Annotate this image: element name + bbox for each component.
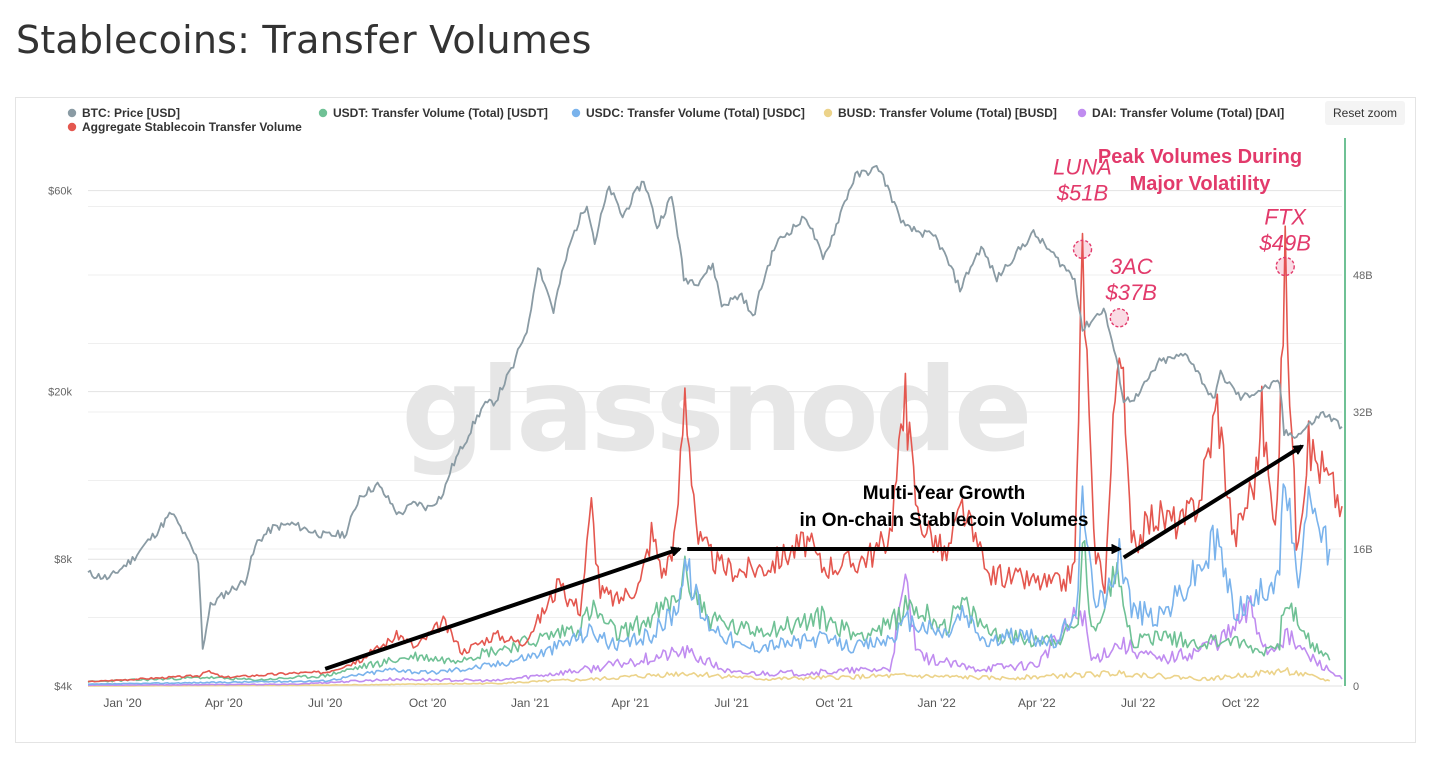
x-tick-label: Apr '20 bbox=[205, 696, 243, 710]
peak-marker bbox=[1109, 308, 1129, 328]
legend-marker bbox=[67, 122, 77, 132]
watermark: glassnode bbox=[401, 343, 1028, 478]
annotation-growth-2: in On-chain Stablecoin Volumes bbox=[800, 510, 1089, 531]
series-line-usdc bbox=[88, 483, 1331, 685]
annotation-growth-1: Multi-Year Growth bbox=[863, 483, 1026, 504]
y-left-tick-label: $8k bbox=[54, 554, 72, 566]
y-left-tick-label: $20k bbox=[48, 387, 72, 399]
x-tick-label: Oct '22 bbox=[1222, 696, 1260, 710]
y-left-tick-label: $60k bbox=[48, 186, 72, 198]
reset-zoom-button[interactable]: Reset zoom bbox=[1325, 101, 1406, 125]
peak-marker bbox=[1275, 256, 1295, 277]
legend-label: USDC: Transfer Volume (Total) [USDC] bbox=[586, 106, 805, 120]
x-tick-label: Apr '21 bbox=[612, 696, 650, 710]
peak-value-label: $51B bbox=[1056, 180, 1108, 205]
legend-label: Aggregate Stablecoin Transfer Volume bbox=[82, 120, 302, 134]
series-layer bbox=[87, 165, 1343, 687]
chart-frame bbox=[15, 97, 1416, 743]
y-right-tick-label: 16B bbox=[1353, 544, 1373, 556]
peak-name-label: LUNA bbox=[1053, 154, 1112, 179]
legend-label: BTC: Price [USD] bbox=[82, 106, 180, 120]
legend-layer: BTC: Price [USD] USDT: Transfer Volume (T… bbox=[67, 106, 1284, 134]
series-line-usdt bbox=[87, 540, 1331, 683]
legend-label: BUSD: Transfer Volume (Total) [BUSD] bbox=[838, 106, 1057, 120]
page-title: Stablecoins: Transfer Volumes bbox=[16, 18, 592, 62]
x-tick-label: Jan '22 bbox=[917, 696, 956, 710]
peak-name-label: 3AC bbox=[1110, 254, 1153, 279]
annotation-headline-1: Peak Volumes During bbox=[1098, 146, 1302, 168]
series-line-btc bbox=[87, 165, 1343, 650]
x-tick-label: Jul '21 bbox=[715, 696, 750, 710]
x-tick-label: Jul '20 bbox=[308, 696, 343, 710]
legend-label: DAI: Transfer Volume (Total) [DAI] bbox=[1092, 106, 1284, 120]
x-tick-label: Jan '20 bbox=[103, 696, 142, 710]
axis-layer: $4k $8k $20k $60k 0 16B 32B 48B Jan '20 Apr '20 Ju… bbox=[48, 138, 1373, 710]
series-line-aggregate-stablecoin-transfer-volume bbox=[88, 225, 1343, 683]
legend-label: USDT: Transfer Volume (Total) [USDT] bbox=[333, 106, 548, 120]
y-right-tick-label: 32B bbox=[1353, 407, 1373, 419]
annotation-headline-2: Major Volatility bbox=[1130, 173, 1272, 195]
legend-marker bbox=[823, 108, 833, 118]
peak-value-label: $49B bbox=[1259, 230, 1311, 255]
series-line-dai bbox=[87, 573, 1343, 687]
peak-marker bbox=[1072, 239, 1093, 260]
growth-arrow bbox=[324, 549, 679, 671]
x-tick-label: Jul '22 bbox=[1121, 696, 1156, 710]
legend-marker bbox=[1077, 108, 1087, 118]
x-tick-label: Oct '21 bbox=[815, 696, 853, 710]
legend-marker bbox=[67, 108, 77, 118]
y-right-tick-label: 0 bbox=[1353, 681, 1359, 693]
y-right-tick-label: 48B bbox=[1353, 270, 1373, 282]
x-tick-label: Oct '20 bbox=[409, 696, 447, 710]
legend-marker bbox=[318, 108, 328, 118]
peak-value-label: $37B bbox=[1105, 280, 1157, 305]
series-line-busd bbox=[88, 667, 1331, 687]
peak-name-label: FTX bbox=[1264, 204, 1307, 229]
x-tick-label: Jan '21 bbox=[511, 696, 550, 710]
y-left-tick-label: $4k bbox=[54, 681, 72, 693]
legend-marker bbox=[571, 108, 581, 118]
x-tick-label: Apr '22 bbox=[1018, 696, 1056, 710]
growth-arrow bbox=[1122, 444, 1302, 560]
